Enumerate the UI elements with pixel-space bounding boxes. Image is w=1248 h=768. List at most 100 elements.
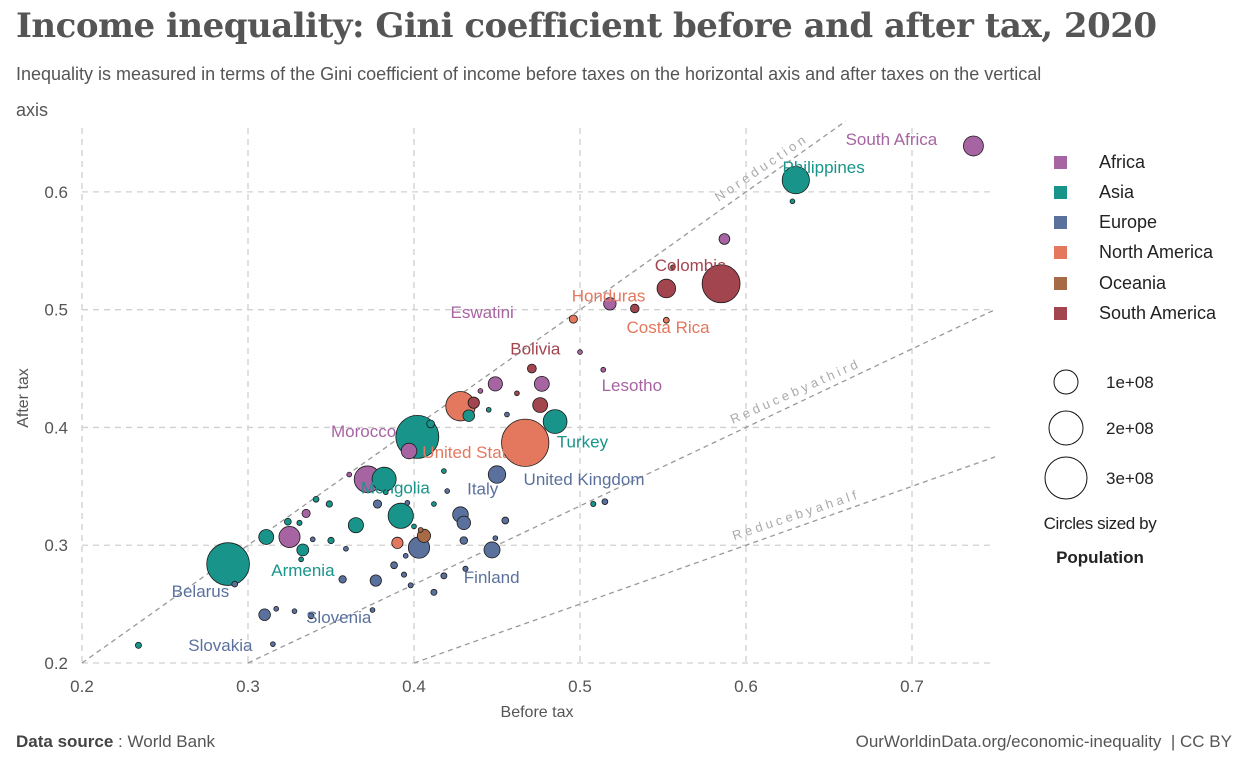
data-point xyxy=(444,488,451,494)
data-point xyxy=(440,572,448,580)
y-tick-label: 0.3 xyxy=(44,536,68,555)
data-point xyxy=(400,442,418,460)
data-point xyxy=(391,536,404,549)
data-point xyxy=(387,502,414,529)
reference-line xyxy=(247,309,996,664)
country-label: Colombia xyxy=(655,256,727,275)
data-point xyxy=(407,582,414,589)
country-label: Italy xyxy=(467,480,499,499)
data-point xyxy=(487,465,507,484)
size-legend-circle-medium xyxy=(1048,410,1084,446)
country-label: United States xyxy=(422,443,524,462)
data-point xyxy=(369,607,376,613)
legend-item-north-america: North America xyxy=(1054,240,1213,264)
data-point xyxy=(430,588,438,596)
data-point xyxy=(404,500,411,506)
x-tick-label: 0.2 xyxy=(70,677,94,696)
data-point xyxy=(343,545,349,552)
data-point xyxy=(284,517,292,526)
legend-label: Africa xyxy=(1099,151,1146,172)
data-point xyxy=(312,495,320,503)
data-point xyxy=(426,419,435,429)
reference-line-label: R e d u c e b y a h a l f xyxy=(730,487,858,543)
size-legend-subtitle: Population xyxy=(1040,548,1160,568)
data-point xyxy=(301,508,311,518)
data-point xyxy=(307,612,315,620)
data-point xyxy=(347,517,364,534)
data-point xyxy=(603,297,617,311)
data-point xyxy=(701,264,741,304)
data-point xyxy=(390,561,398,570)
data-point xyxy=(258,529,275,545)
data-point xyxy=(402,553,409,559)
data-point xyxy=(441,468,447,474)
data-source: Data source : World Bank xyxy=(16,732,215,752)
data-point xyxy=(601,498,609,505)
legend-swatch xyxy=(1054,155,1067,169)
data-point xyxy=(369,574,382,587)
data-point xyxy=(527,363,537,374)
data-point xyxy=(231,580,239,588)
legend-item-asia: Asia xyxy=(1054,180,1134,204)
data-point xyxy=(533,375,550,392)
data-point xyxy=(501,418,550,467)
license[interactable]: CC BY xyxy=(1180,732,1232,751)
data-point xyxy=(789,198,796,205)
axes: Before tax After tax 0.2 0.3 0.4 0.5 0.6 0.7 0… xyxy=(15,183,924,721)
legend-swatch xyxy=(1054,245,1067,259)
country-label: Lesotho xyxy=(602,376,663,395)
footer-credit: OurWorldinData.org/economic-inequality |… xyxy=(856,732,1232,752)
legend-item-oceania: Oceania xyxy=(1054,271,1166,295)
data-point xyxy=(462,409,475,422)
data-point xyxy=(296,519,303,526)
data-point xyxy=(577,349,583,355)
country-label: Slovakia xyxy=(188,636,253,655)
country-label: Philippines xyxy=(783,158,865,177)
data-point xyxy=(372,499,382,509)
data-point xyxy=(963,135,984,157)
country-label: Turkey xyxy=(557,432,609,451)
size-legend-label: 3e+08 xyxy=(1106,469,1154,488)
legend-label: Asia xyxy=(1099,181,1135,202)
data-point xyxy=(206,542,250,586)
legend-label: North America xyxy=(1099,241,1214,262)
legend-item-africa: Africa xyxy=(1054,150,1145,174)
legend-swatch xyxy=(1054,215,1067,229)
legend-label: South America xyxy=(1099,302,1217,323)
data-point xyxy=(590,500,597,507)
data-point xyxy=(487,376,503,392)
x-axis-label: Before tax xyxy=(501,704,574,721)
source-url[interactable]: OurWorldinData.org/economic-inequality xyxy=(855,732,1162,751)
data-point xyxy=(477,388,484,394)
data-point xyxy=(309,536,316,543)
country-label: Costa Rica xyxy=(626,318,710,337)
size-legend: 1e+08 2e+08 3e+08 xyxy=(1044,369,1154,500)
legend-item-europe: Europe xyxy=(1054,210,1157,234)
data-point xyxy=(134,641,142,649)
data-point xyxy=(492,535,499,541)
data-point xyxy=(459,536,468,545)
legend-swatch xyxy=(1054,185,1067,199)
data-point xyxy=(411,523,417,530)
data-points xyxy=(134,135,984,649)
data-point xyxy=(431,501,437,507)
country-label: Slovenia xyxy=(306,608,372,627)
reference-line xyxy=(413,456,996,664)
data-point xyxy=(600,366,607,373)
data-point xyxy=(781,166,810,195)
size-legend-title: Circles sized by xyxy=(1043,514,1157,533)
data-point xyxy=(514,390,520,397)
legend-swatch xyxy=(1054,306,1067,320)
data-source-value: World Bank xyxy=(127,732,216,751)
legend-label: Europe xyxy=(1099,211,1158,232)
country-label: Honduras xyxy=(572,286,646,305)
country-label: Finland xyxy=(464,568,520,587)
data-point xyxy=(656,278,677,299)
data-point xyxy=(630,303,640,314)
reference-line-label: R e d u c e b y a t h i r d xyxy=(728,357,860,427)
data-point xyxy=(542,409,568,434)
country-label: Belarus xyxy=(172,582,230,601)
data-point xyxy=(291,608,298,614)
data-point xyxy=(670,264,676,271)
data-point xyxy=(485,406,492,413)
